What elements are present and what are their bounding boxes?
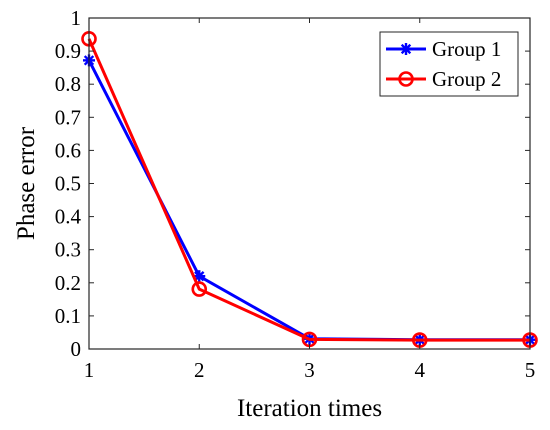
y-tick-label: 0.3 <box>55 238 81 262</box>
y-tick-label: 0.2 <box>55 271 81 295</box>
x-tick-label: 4 <box>415 358 426 382</box>
y-tick-label: 0.7 <box>55 105 81 129</box>
x-tick-label: 2 <box>194 358 205 382</box>
y-tick-label: 0.4 <box>55 205 82 229</box>
x-tick-label: 5 <box>525 358 536 382</box>
data-point <box>191 281 208 297</box>
x-tick-label: 1 <box>84 358 95 382</box>
legend-marker <box>400 43 412 55</box>
y-tick-label: 0.8 <box>55 72 81 96</box>
y-tick-label: 0.5 <box>55 172 81 196</box>
series-line <box>87 38 530 342</box>
y-tick-label: 1 <box>71 6 82 30</box>
y-axis-label: Phase error <box>13 126 40 240</box>
x-tick-label: 3 <box>304 358 315 382</box>
y-tick-label: 0.6 <box>55 138 81 162</box>
legend-item: Group 1 <box>386 37 501 61</box>
legend-item: Group 2 <box>386 67 501 91</box>
y-tick-label: 0.1 <box>55 304 81 328</box>
ticks-layer: 0 0.1 0.2 0.3 0.4 0.5 0.6 0.7 0.8 0.9 1 1 2 3 4 5 <box>55 6 536 382</box>
y-tick-label: 0 <box>71 337 82 361</box>
legend-marker <box>398 71 414 87</box>
x-axis-label: Iteration times <box>237 395 382 422</box>
y-tick-label: 0.9 <box>55 39 81 63</box>
legend-label: Group 1 <box>432 37 501 61</box>
legend-label: Group 2 <box>432 67 501 91</box>
legend: Group 1 Group 2 <box>379 31 519 97</box>
